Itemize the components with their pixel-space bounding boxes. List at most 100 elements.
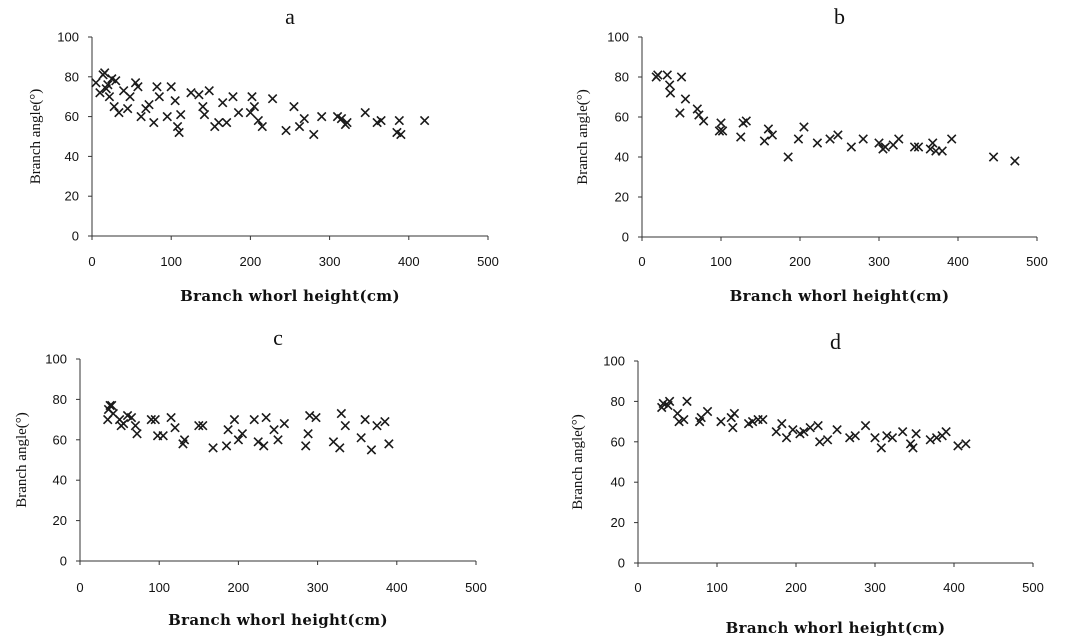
data-point-marker: [887, 433, 898, 443]
data-point-marker: [249, 414, 259, 425]
data-point-marker: [793, 134, 804, 144]
x-axis-label: Branch whorl height(cm): [726, 619, 946, 637]
data-point-marker: [897, 426, 908, 437]
data-point-marker: [208, 443, 218, 453]
data-point-marker: [844, 433, 855, 443]
data-point-marker: [814, 437, 825, 447]
y-tick-label: 40: [65, 149, 79, 164]
x-tick-label: 200: [240, 254, 262, 269]
data-point-marker: [304, 410, 315, 421]
data-point-marker: [186, 87, 196, 98]
data-point-marker: [812, 138, 823, 148]
data-point-marker: [261, 412, 271, 423]
data-point-marker: [150, 414, 160, 425]
data-point-marker: [913, 142, 924, 152]
y-tick-label: 20: [65, 189, 79, 204]
y-tick-label: 80: [611, 394, 625, 409]
data-point-marker: [674, 416, 684, 427]
data-point-marker: [728, 422, 738, 433]
data-point-marker: [279, 418, 290, 429]
x-tick-label: 200: [785, 580, 807, 595]
data-point-marker: [217, 97, 228, 108]
series-points: [102, 400, 394, 455]
data-point-marker: [880, 142, 891, 152]
data-point-marker: [105, 400, 115, 411]
x-tick-label: 200: [789, 254, 811, 269]
data-point-marker: [662, 70, 673, 80]
x-tick-label: 500: [477, 254, 499, 269]
y-tick-label: 0: [618, 556, 625, 571]
y-tick-label: 0: [72, 229, 79, 244]
data-point-marker: [714, 126, 725, 136]
x-tick-label: 0: [638, 254, 645, 269]
data-point-marker: [311, 412, 321, 423]
data-point-marker: [111, 76, 121, 86]
data-point-marker: [336, 113, 347, 124]
data-point-marker: [332, 111, 343, 122]
data-point-marker: [832, 424, 842, 435]
series-points: [91, 68, 430, 140]
y-tick-label: 40: [611, 475, 625, 490]
x-tick-label: 500: [465, 580, 487, 595]
data-point-marker: [384, 439, 394, 449]
data-point-marker: [799, 122, 809, 132]
data-point-marker: [911, 428, 921, 439]
data-point-marker: [269, 424, 279, 435]
panel-title: d: [830, 329, 841, 354]
data-point-marker: [396, 129, 406, 140]
panel-b: b 0 20 40 60 80 100 0 100 200 300 400 500 Branch whor…: [575, 4, 1048, 305]
data-point-marker: [380, 416, 390, 427]
data-point-marker: [937, 146, 947, 156]
data-point-marker: [736, 132, 746, 142]
x-tick-label: 300: [307, 580, 329, 595]
data-point-marker: [825, 134, 835, 144]
data-point-marker: [130, 78, 141, 88]
data-point-marker: [130, 420, 141, 431]
data-point-marker: [106, 400, 117, 411]
data-point-marker: [247, 91, 257, 102]
data-point-marker: [679, 414, 689, 425]
x-tick-label: 200: [228, 580, 250, 595]
data-point-marker: [213, 117, 224, 128]
data-point-marker: [653, 70, 663, 80]
data-point-marker: [931, 433, 942, 443]
data-point-marker: [846, 142, 857, 152]
series-points: [651, 70, 1020, 166]
x-tick-label: 100: [160, 254, 182, 269]
data-point-marker: [376, 115, 386, 126]
data-point-marker: [360, 107, 370, 118]
data-point-marker: [858, 134, 868, 144]
data-point-marker: [95, 87, 105, 98]
data-point-marker: [221, 441, 232, 451]
data-point-marker: [908, 443, 918, 453]
data-point-marker: [154, 91, 165, 102]
data-point-marker: [941, 426, 951, 437]
data-point-marker: [781, 433, 792, 443]
y-tick-label: 60: [53, 432, 67, 447]
data-point-marker: [360, 414, 370, 425]
data-point-marker: [664, 396, 675, 407]
y-tick-label: 100: [607, 30, 629, 45]
data-point-marker: [759, 136, 770, 146]
data-point-marker: [771, 426, 781, 437]
data-point-marker: [166, 82, 176, 92]
data-point-marker: [125, 91, 135, 102]
data-point-marker: [675, 108, 685, 118]
y-tick-label: 60: [611, 434, 625, 449]
data-point-marker: [91, 78, 101, 88]
y-tick-label: 60: [65, 109, 79, 124]
y-tick-label: 100: [45, 352, 67, 367]
data-point-marker: [676, 72, 687, 82]
data-point-marker: [99, 68, 110, 78]
data-point-marker: [144, 99, 154, 110]
data-point-marker: [882, 431, 892, 441]
y-tick-label: 80: [615, 70, 629, 85]
data-point-marker: [109, 101, 119, 112]
panel-title: b: [834, 4, 845, 29]
data-point-marker: [104, 91, 115, 102]
data-point-marker: [198, 420, 208, 431]
y-tick-label: 0: [622, 230, 629, 245]
data-point-marker: [788, 424, 798, 435]
data-point-marker: [925, 144, 936, 154]
